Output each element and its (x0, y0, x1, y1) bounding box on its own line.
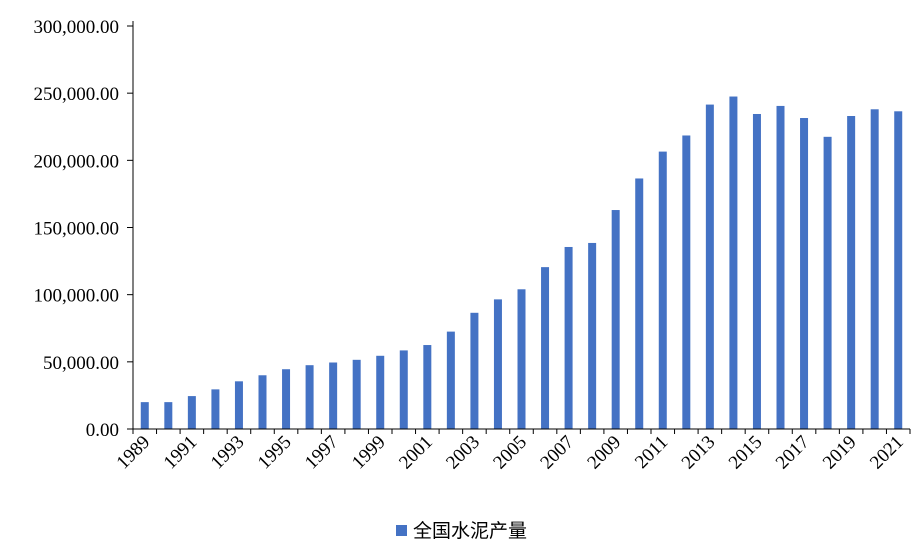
x-tick-label: 1995 (254, 432, 296, 474)
bar-2009 (611, 210, 620, 429)
bar-2005 (517, 289, 526, 429)
bar-2010 (635, 178, 644, 429)
bar-2000 (399, 350, 408, 429)
bar-1989 (140, 402, 149, 429)
x-tick-label: 2019 (819, 432, 861, 474)
bar-1995 (282, 369, 291, 429)
x-tick-label: 2003 (442, 432, 484, 474)
bar-2002 (446, 331, 455, 429)
bar-2001 (423, 345, 432, 429)
bar-2013 (705, 104, 714, 429)
y-tick-label: 300,000.00 (34, 17, 120, 38)
x-tick-label: 2021 (866, 432, 908, 474)
x-tick-label: 2007 (536, 432, 578, 474)
x-tick-label: 2013 (678, 432, 720, 474)
legend-swatch (396, 525, 407, 536)
bar-1996 (305, 365, 314, 429)
x-tick-label: 2015 (725, 432, 767, 474)
x-tick-label: 1991 (160, 432, 202, 474)
x-tick-label: 1999 (348, 432, 390, 474)
y-tick-label: 100,000.00 (34, 286, 120, 307)
bar-1991 (187, 396, 196, 429)
x-axis: 1989 1991 1993 1995 1997 1999 2001 2003 2005 2007… (113, 428, 911, 474)
bar-2003 (470, 312, 479, 429)
bar-2008 (588, 242, 597, 429)
bar-2021 (894, 111, 903, 430)
bar-1992 (211, 389, 220, 429)
bar-1993 (234, 381, 243, 429)
bar-2015 (752, 113, 761, 430)
x-tick-label: 1997 (301, 432, 343, 474)
y-tick-label: 50,000.00 (43, 353, 119, 374)
legend: 全国水泥产量 (396, 520, 527, 542)
bars-group (140, 96, 903, 430)
bar-2011 (658, 151, 667, 429)
x-tick-label: 2005 (489, 432, 531, 474)
legend-label: 全国水泥产量 (413, 520, 527, 542)
x-tick-label: 2001 (395, 432, 437, 474)
y-tick-label: 200,000.00 (34, 151, 120, 172)
bar-1997 (329, 362, 338, 429)
x-tick-label: 1993 (207, 432, 249, 474)
y-tick-label: 250,000.00 (34, 84, 120, 105)
bar-1999 (376, 355, 385, 429)
bar-2004 (493, 299, 502, 429)
bar-2019 (847, 116, 856, 429)
bar-1994 (258, 375, 267, 429)
bar-2006 (541, 267, 550, 429)
bar-2017 (800, 118, 809, 430)
y-tick-label: 0.00 (86, 420, 119, 441)
bar-2018 (823, 136, 832, 429)
bar-1990 (164, 402, 173, 429)
x-tick-label: 2011 (631, 432, 672, 473)
bar-2007 (564, 246, 573, 429)
bar-2014 (729, 96, 738, 429)
bar-2020 (870, 109, 879, 429)
bar-2016 (776, 105, 785, 430)
bar-1998 (352, 359, 361, 429)
bar-2012 (682, 135, 691, 430)
x-tick-label: 2017 (772, 432, 814, 474)
x-tick-label: 2009 (583, 432, 625, 474)
y-tick-label: 150,000.00 (34, 219, 120, 240)
y-axis: 0.00 50,000.00 100,000.00 150,000.00 200,000… (34, 17, 134, 441)
